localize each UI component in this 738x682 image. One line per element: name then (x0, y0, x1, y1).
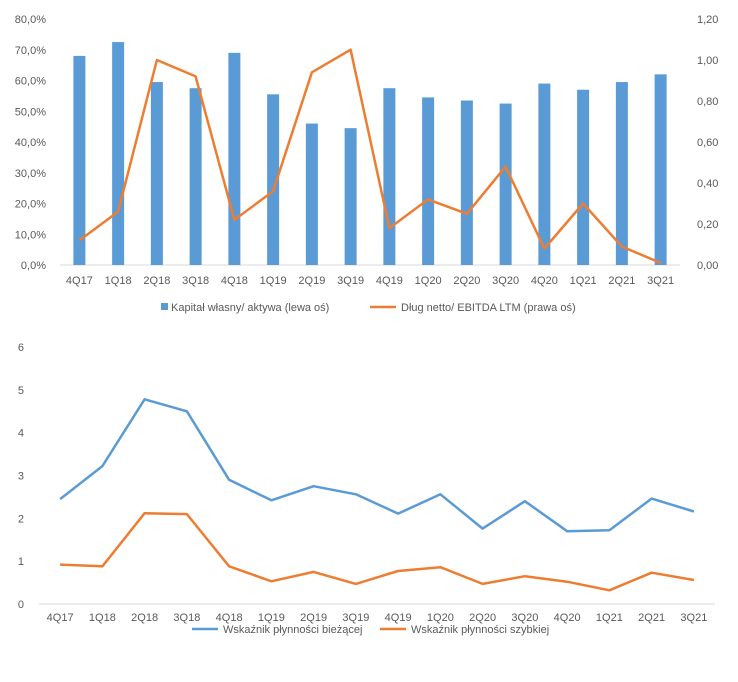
category-label: 2Q20 (469, 612, 496, 624)
category-label: 4Q20 (554, 612, 581, 624)
legend-label-debt: Dług netto/ EBITDA LTM (prawa oś) (401, 302, 576, 314)
category-label: 3Q18 (173, 612, 200, 624)
bar-4Q18 (228, 52, 241, 266)
category-label: 4Q17 (47, 612, 74, 624)
bar-4Q17 (73, 55, 86, 266)
category-label: 4Q19 (385, 612, 412, 624)
category-label: 4Q19 (376, 275, 403, 287)
left-tick-label: 0,0% (21, 260, 46, 272)
bar-2Q18 (150, 82, 163, 265)
bar-4Q20 (538, 83, 551, 265)
bar-1Q19 (267, 94, 280, 266)
bar-4Q19 (383, 88, 396, 265)
bar-3Q20 (499, 103, 512, 265)
bar-series (73, 42, 667, 266)
right-tick-label: 0,20 (697, 219, 718, 231)
legend-label-current: Wskaźnik płynności bieżącej (223, 624, 362, 636)
y-tick-label: 4 (18, 428, 24, 440)
bar-2Q21 (615, 82, 628, 265)
category-label: 2Q21 (608, 275, 635, 287)
left-tick-label: 20,0% (15, 199, 46, 211)
category-label: 3Q18 (182, 275, 209, 287)
category-label: 3Q21 (680, 612, 707, 624)
category-label: 1Q21 (570, 275, 597, 287)
right-tick-label: 1,00 (697, 55, 718, 67)
left-tick-label: 40,0% (15, 137, 46, 149)
category-label: 2Q19 (298, 275, 325, 287)
category-label: 1Q18 (89, 612, 116, 624)
category-label: 4Q17 (66, 275, 93, 287)
legend-label-equity: Kapitał własny/ aktywa (lewa oś) (171, 302, 329, 314)
category-label: 3Q20 (492, 275, 519, 287)
category-label: 2Q19 (300, 612, 327, 624)
bar-3Q21 (654, 74, 667, 265)
bar-2Q19 (305, 123, 318, 265)
category-label: 2Q20 (453, 275, 480, 287)
category-label: 1Q19 (258, 612, 285, 624)
legend: Kapitał własny/ aktywa (lewa oś) Dług ne… (161, 302, 576, 314)
y-tick-label: 6 (18, 342, 24, 354)
category-label: 2Q21 (638, 612, 665, 624)
right-tick-label: 0,80 (697, 96, 718, 108)
category-label: 3Q19 (342, 612, 369, 624)
y-tick-label: 3 (18, 471, 24, 483)
left-tick-label: 50,0% (15, 106, 46, 118)
right-tick-label: 0,60 (697, 137, 718, 149)
bar-1Q18 (112, 42, 125, 265)
bar-3Q18 (189, 88, 202, 265)
category-label: 1Q20 (427, 612, 454, 624)
category-label: 4Q18 (221, 275, 248, 287)
category-label: 1Q20 (415, 275, 442, 287)
category-label: 3Q21 (647, 275, 674, 287)
chart-liquidity: 0 1 2 3 4 5 6 4Q17 1Q18 2Q18 3Q18 4Q18 1Q19 2Q19 3Q19… (18, 342, 715, 636)
y-axis-ticks: 0 1 2 3 4 5 6 (18, 342, 24, 611)
line-series-quick-ratio (60, 511, 695, 592)
y-tick-label: 1 (18, 556, 24, 568)
bar-3Q19 (344, 128, 357, 265)
y-tick-label: 2 (18, 513, 24, 525)
category-label: 4Q18 (216, 612, 243, 624)
left-tick-label: 30,0% (15, 168, 46, 180)
category-labels: 4Q17 1Q18 2Q18 3Q18 4Q18 1Q19 2Q19 3Q19 4Q19 1Q20… (47, 612, 708, 624)
left-tick-label: 80,0% (15, 14, 46, 26)
right-tick-label: 0,40 (697, 178, 718, 190)
category-label: 1Q18 (105, 275, 132, 287)
right-tick-label: 1,20 (697, 14, 718, 26)
left-axis-ticks: 0,0% 10,0% 20,0% 30,0% 40,0% 50,0% 60,0% 70,0% 8… (15, 14, 46, 272)
bar-1Q20 (422, 97, 435, 265)
legend-swatch-equity (161, 303, 168, 310)
category-label: 1Q19 (260, 275, 287, 287)
category-labels: 4Q17 1Q18 2Q18 3Q18 4Q18 1Q19 2Q19 3Q19 4Q19 1Q20… (66, 275, 674, 287)
left-tick-label: 70,0% (15, 45, 46, 57)
left-tick-label: 60,0% (15, 76, 46, 88)
chart-equity-debt: 0,0% 10,0% 20,0% 30,0% 40,0% 50,0% 60,0% 70,0% 8… (15, 14, 719, 314)
category-label: 3Q20 (511, 612, 538, 624)
legend: Wskaźnik płynności bieżącej Wskaźnik pły… (192, 624, 549, 636)
left-tick-label: 10,0% (15, 229, 46, 241)
right-axis-ticks: 0,00 0,20 0,40 0,60 0,80 1,00 1,20 (697, 14, 718, 272)
right-tick-label: 0,00 (697, 260, 718, 272)
bar-2Q20 (460, 100, 473, 265)
category-label: 1Q21 (596, 612, 623, 624)
category-label: 2Q18 (143, 275, 170, 287)
category-label: 2Q18 (131, 612, 158, 624)
category-label: 4Q20 (531, 275, 558, 287)
category-label: 3Q19 (337, 275, 364, 287)
y-tick-label: 5 (18, 385, 24, 397)
line-series-debt-ebitda (78, 48, 662, 265)
y-tick-label: 0 (18, 599, 24, 611)
bar-1Q21 (577, 89, 590, 265)
legend-label-quick: Wskaźnik płynności szybkiej (411, 624, 549, 636)
line-series-current-ratio (59, 398, 695, 533)
